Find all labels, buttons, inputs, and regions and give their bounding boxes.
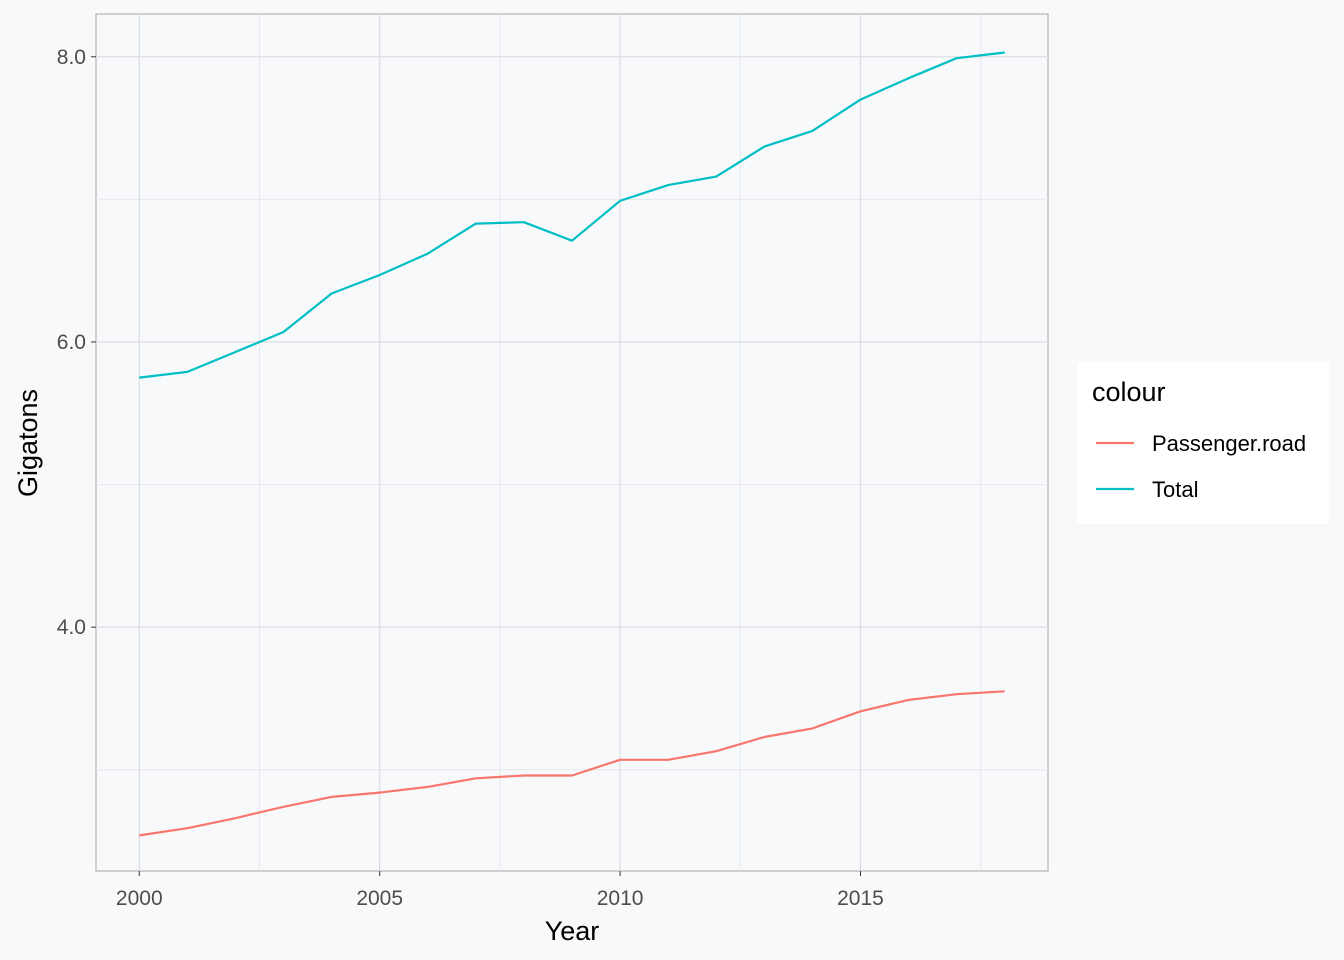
series-lines [139, 51, 1005, 837]
y-tick-label: 6.0 [57, 331, 86, 354]
legend-title: colour [1092, 377, 1166, 407]
series-line-passenger-road [139, 690, 1005, 837]
y-tick-label: 8.0 [57, 46, 86, 69]
x-axis-ticks: 2000 2005 2010 2015 [116, 871, 884, 910]
y-axis-ticks: 4.0 6.0 8.0 [57, 46, 96, 639]
grid-lines [96, 14, 1048, 871]
x-axis-title: Year [545, 916, 600, 946]
y-tick-label: 4.0 [57, 616, 86, 639]
x-tick-label: 2010 [597, 887, 644, 910]
x-tick-label: 2005 [356, 887, 403, 910]
y-axis-title: Gigatons [13, 389, 43, 497]
legend: colour Passenger.road Total [1077, 362, 1329, 524]
legend-label: Total [1152, 477, 1198, 502]
series-line-total [139, 51, 1005, 379]
x-tick-label: 2015 [837, 887, 884, 910]
legend-label: Passenger.road [1152, 431, 1306, 456]
x-tick-label: 2000 [116, 887, 163, 910]
plot-panel [95, 13, 1049, 872]
legend-entries: Passenger.road Total [1096, 431, 1306, 502]
